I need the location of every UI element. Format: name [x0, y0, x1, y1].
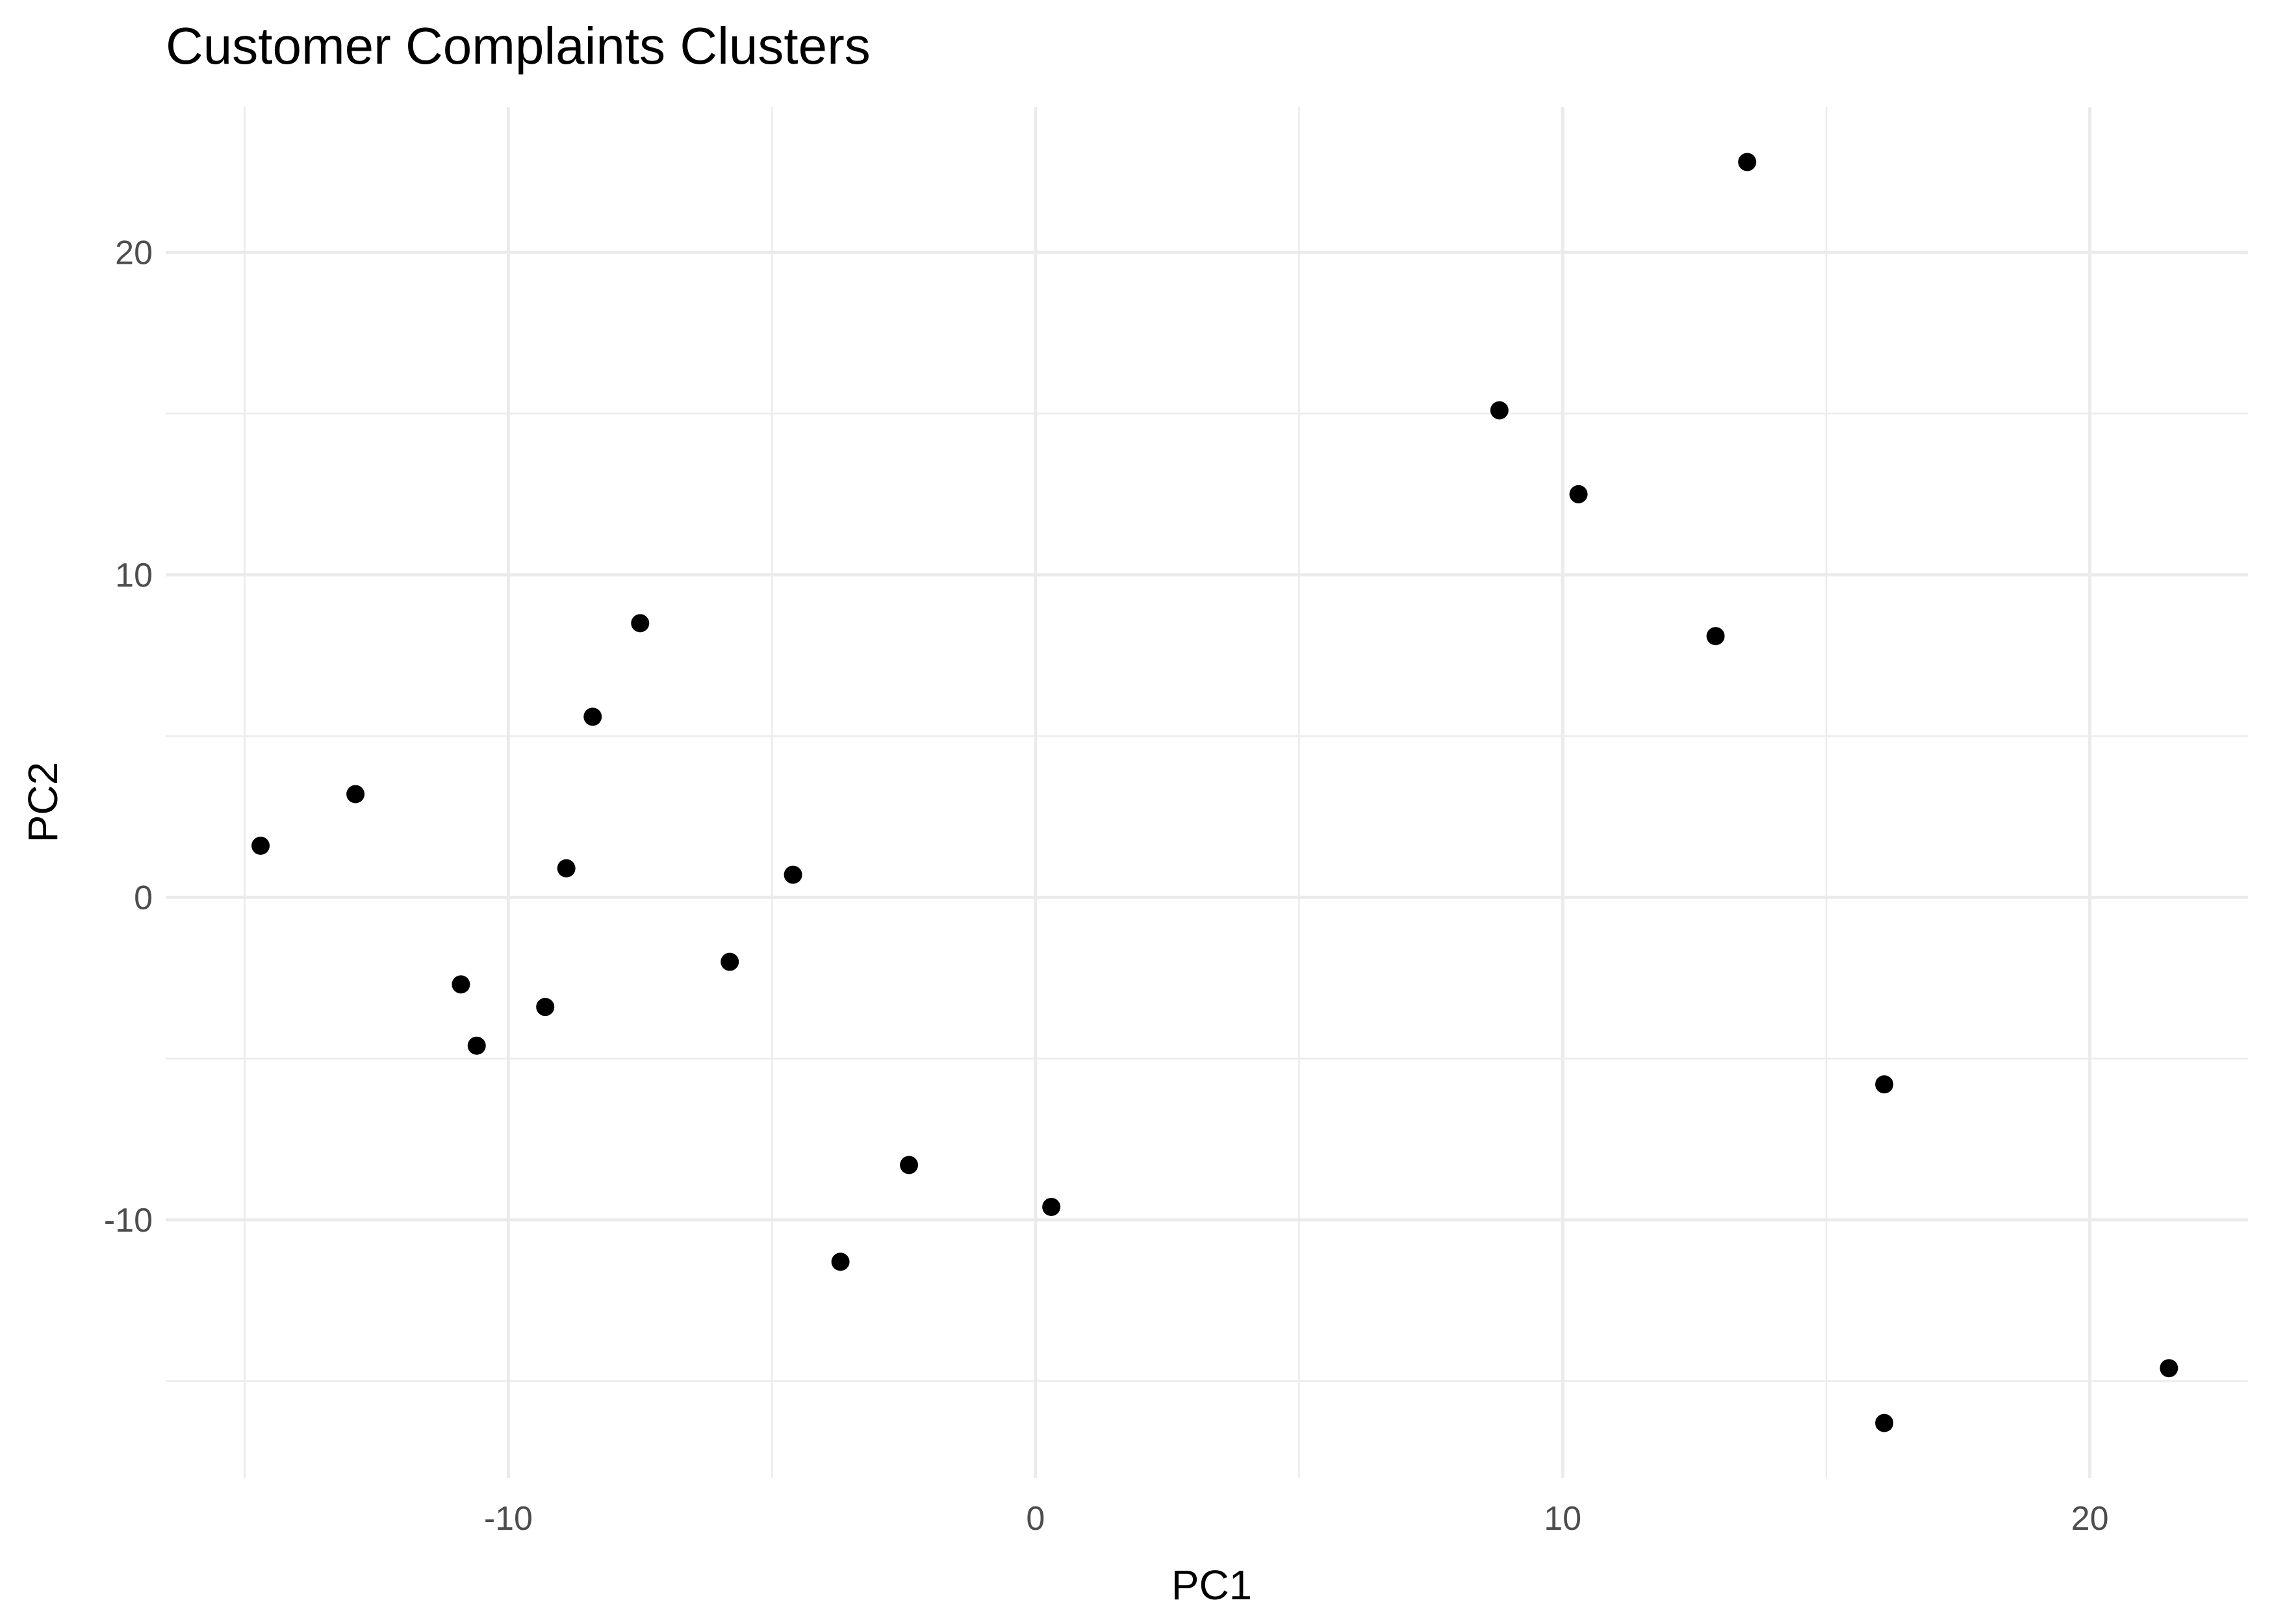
y-tick-label: -10 [104, 1202, 153, 1239]
data-point [831, 1252, 850, 1271]
data-point [452, 975, 470, 994]
data-point [536, 998, 555, 1017]
data-point [251, 836, 270, 855]
minor-gridlines [166, 107, 2248, 1478]
x-tick-label: 0 [1026, 1500, 1045, 1538]
data-point [1706, 627, 1725, 646]
major-gridlines [166, 107, 2248, 1478]
y-tick-label: 10 [115, 557, 153, 594]
data-point [631, 614, 650, 633]
data-point [784, 865, 802, 884]
y-tick-label: 20 [115, 234, 153, 272]
data-point [346, 785, 365, 804]
data-point [1490, 401, 1509, 420]
data-point [557, 859, 576, 878]
data-point [721, 952, 739, 971]
data-point [1042, 1197, 1061, 1216]
data-points [251, 153, 2178, 1432]
x-axis-title: PC1 [1171, 1562, 1253, 1608]
data-point [900, 1156, 919, 1174]
chart-title: Customer Complaints Clusters [166, 17, 871, 75]
data-point [583, 707, 602, 726]
data-point [1875, 1075, 1894, 1094]
data-point [1569, 485, 1588, 503]
y-axis-title: PC2 [19, 762, 66, 843]
data-point [1738, 153, 1757, 171]
x-axis-ticks: -10 0 10 20 [484, 1500, 2109, 1538]
y-axis-ticks: -10 0 10 20 [104, 234, 153, 1239]
x-tick-label: 20 [2071, 1500, 2109, 1538]
x-tick-label: -10 [484, 1500, 533, 1538]
y-tick-label: 0 [134, 879, 153, 917]
data-point [2160, 1359, 2178, 1378]
data-point [467, 1036, 486, 1055]
data-point [1875, 1414, 1894, 1432]
x-tick-label: 10 [1544, 1500, 1581, 1538]
